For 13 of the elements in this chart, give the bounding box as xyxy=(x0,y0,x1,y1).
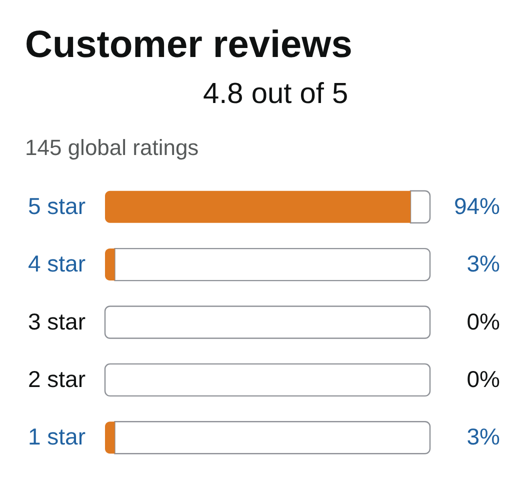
data-label: 3% xyxy=(466,424,500,450)
data-label: 0% xyxy=(466,308,500,334)
y-tick-label: 5 star xyxy=(28,192,86,219)
y-tick-label: 1 star xyxy=(28,424,86,450)
data-label: 0% xyxy=(466,366,500,392)
data-label: 3% xyxy=(466,250,500,277)
data-label: 94% xyxy=(454,192,500,219)
text: 145 global ratings xyxy=(25,135,199,160)
y-tick-label: 3 star xyxy=(28,308,86,334)
chart-subtitle: 4.8 out of 5 xyxy=(203,78,348,110)
y-tick-label: 4 star xyxy=(28,250,86,277)
y-tick-label: 2 star xyxy=(28,366,86,392)
chart-title: Customer reviews xyxy=(25,24,352,66)
